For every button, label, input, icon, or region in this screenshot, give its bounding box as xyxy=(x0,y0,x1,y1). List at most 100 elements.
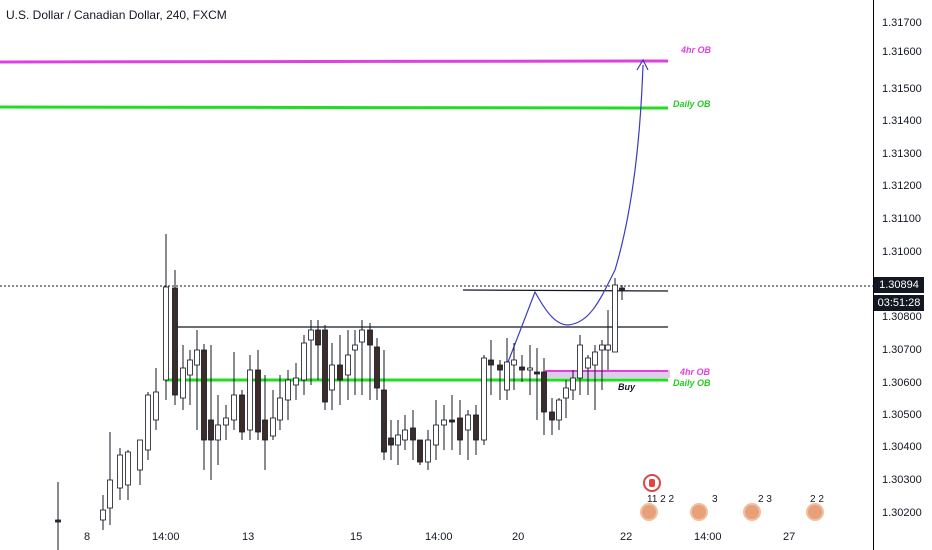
candle-body xyxy=(231,394,237,421)
us-flag-icon[interactable] xyxy=(806,503,824,521)
candle-body xyxy=(433,424,439,446)
price-tick: 1.30700 xyxy=(882,344,922,356)
candle-body xyxy=(301,342,307,381)
us-flag-icon[interactable] xyxy=(640,503,658,521)
time-tick: 14:00 xyxy=(694,531,722,543)
ob-4hr-bottom-label: 4hr OB xyxy=(680,367,711,377)
candle-body xyxy=(599,344,605,351)
candle-body xyxy=(145,394,151,451)
candle-body xyxy=(293,377,299,386)
arrow-head-icon xyxy=(636,58,649,71)
candle-body xyxy=(239,394,245,433)
candle-body xyxy=(410,427,416,441)
chart-title: U.S. Dollar / Canadian Dollar, 240, FXCM xyxy=(6,8,227,22)
price-tick: 1.31600 xyxy=(882,46,922,58)
candle-body xyxy=(612,284,618,353)
candle-body xyxy=(277,397,283,421)
candle-body xyxy=(519,366,525,371)
buy-zone-rect[interactable] xyxy=(545,370,670,378)
candle-body xyxy=(359,329,365,343)
candle-body xyxy=(322,329,328,403)
time-tick: 27 xyxy=(783,531,796,543)
candle-body xyxy=(223,417,229,426)
candle-body xyxy=(125,451,131,486)
candle-body xyxy=(395,434,401,446)
candle-body xyxy=(180,367,186,399)
ob-daily-bottom-label: Daily OB xyxy=(673,378,711,388)
canada-flag-icon[interactable] xyxy=(643,474,661,492)
projection-arrow-path[interactable] xyxy=(504,64,644,371)
candle-body xyxy=(605,344,611,351)
candle-body xyxy=(215,424,221,441)
candle-body xyxy=(315,329,321,346)
ob-daily-top-line[interactable] xyxy=(0,105,669,110)
price-scale[interactable] xyxy=(873,0,932,550)
candle-body xyxy=(172,287,178,396)
candle-body xyxy=(417,439,423,463)
candle-body xyxy=(534,371,540,375)
candle-body xyxy=(153,391,159,421)
candle-body xyxy=(549,411,555,421)
ob-4hr-top-line[interactable] xyxy=(0,59,669,64)
time-tick: 14:00 xyxy=(152,531,180,543)
price-tick: 1.30600 xyxy=(882,377,922,389)
candle-body xyxy=(308,329,314,341)
candle-body xyxy=(255,369,261,433)
us-flag-icon[interactable] xyxy=(690,503,708,521)
time-tick: 8 xyxy=(84,531,91,543)
candle-body xyxy=(208,419,214,441)
price-tick: 1.31200 xyxy=(882,180,922,192)
candle-body xyxy=(352,344,358,351)
candle-body xyxy=(201,349,207,441)
candle-body xyxy=(163,286,169,381)
time-tick: 14:00 xyxy=(425,531,453,543)
us-flag-icon[interactable] xyxy=(743,503,761,521)
current-price-box: 1.30894 xyxy=(874,277,924,293)
candle-body xyxy=(329,364,335,391)
time-tick: 20 xyxy=(512,531,525,543)
candle-body xyxy=(247,369,253,431)
candle-body xyxy=(563,387,569,399)
candle-body xyxy=(117,454,123,489)
price-tick: 1.30400 xyxy=(882,441,922,453)
price-tick: 1.30800 xyxy=(882,311,922,323)
price-tick: 1.31300 xyxy=(882,148,922,160)
ob-daily-top-label: Daily OB xyxy=(673,99,711,109)
candles-group xyxy=(55,234,625,550)
candle-body xyxy=(577,344,583,379)
candle-body xyxy=(488,359,494,366)
price-tick: 1.31700 xyxy=(882,17,922,29)
time-tick: 15 xyxy=(350,531,363,543)
resistance-line-upper[interactable] xyxy=(462,289,669,292)
candle-body xyxy=(374,346,380,389)
candle-body xyxy=(619,287,625,291)
candle-body xyxy=(107,479,113,509)
event-count: 3 xyxy=(712,494,718,505)
candle-body xyxy=(541,371,547,413)
price-tick: 1.31100 xyxy=(882,213,921,225)
buy-label: Buy xyxy=(618,382,636,392)
price-tick: 1.30300 xyxy=(882,474,922,486)
candle-body xyxy=(425,439,431,463)
candle-body xyxy=(137,439,143,471)
price-tick: 1.30200 xyxy=(882,507,922,519)
candle-body xyxy=(504,361,510,391)
price-tick: 1.31400 xyxy=(882,115,922,127)
event-count: 2 3 xyxy=(758,494,772,505)
candle-body xyxy=(449,419,455,423)
event-count: 11 2 2 xyxy=(647,494,675,505)
candle-body xyxy=(337,364,343,381)
candle-body xyxy=(345,354,351,376)
price-tick: 1.31000 xyxy=(882,246,922,258)
candle-body xyxy=(388,437,394,446)
price-tick: 1.31500 xyxy=(882,83,922,95)
candle-body xyxy=(194,349,200,366)
candle-body xyxy=(457,417,463,441)
time-tick: 13 xyxy=(242,531,255,543)
event-count: 2 2 xyxy=(810,494,824,505)
candle-body xyxy=(473,414,479,441)
candle-body xyxy=(262,419,268,441)
candle-body xyxy=(187,359,193,376)
